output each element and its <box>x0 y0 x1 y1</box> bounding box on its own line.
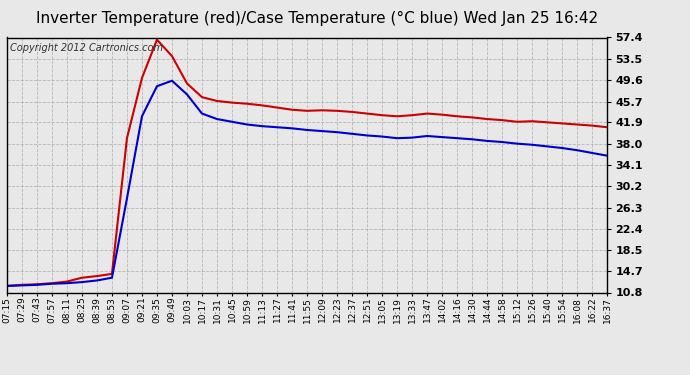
Text: Copyright 2012 Cartronics.com: Copyright 2012 Cartronics.com <box>10 43 163 52</box>
Text: Inverter Temperature (red)/Case Temperature (°C blue) Wed Jan 25 16:42: Inverter Temperature (red)/Case Temperat… <box>37 11 598 26</box>
